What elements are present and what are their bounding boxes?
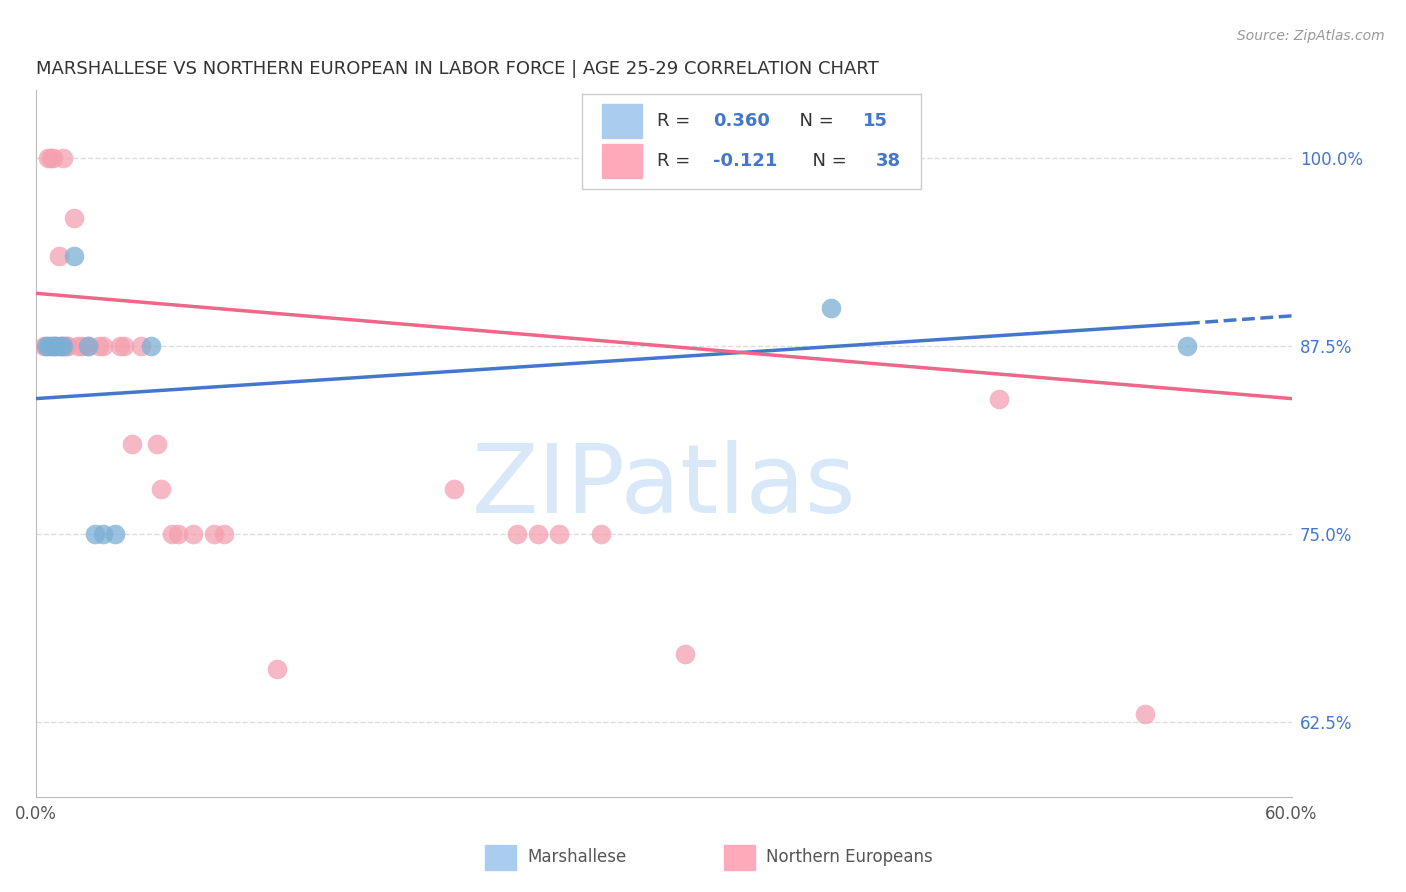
Point xyxy=(104,527,127,541)
Text: -0.121: -0.121 xyxy=(713,152,778,170)
Text: N =: N = xyxy=(800,152,852,170)
Point xyxy=(506,527,529,541)
Point xyxy=(987,392,1010,406)
Text: Marshallese: Marshallese xyxy=(527,848,627,866)
Point xyxy=(35,339,58,353)
Point xyxy=(1133,707,1156,722)
Point xyxy=(820,301,842,316)
Point xyxy=(121,436,143,450)
Point xyxy=(66,339,89,353)
Point xyxy=(443,482,465,496)
Point xyxy=(673,647,696,661)
Point xyxy=(202,527,225,541)
Text: Northern Europeans: Northern Europeans xyxy=(766,848,934,866)
Point xyxy=(160,527,183,541)
Point xyxy=(34,339,56,353)
Text: 0.360: 0.360 xyxy=(713,112,769,129)
Point xyxy=(49,339,72,353)
Point xyxy=(77,339,100,353)
Point xyxy=(52,339,75,353)
Point xyxy=(167,527,190,541)
Point xyxy=(214,527,236,541)
Point xyxy=(83,527,105,541)
Point xyxy=(56,339,79,353)
Text: ZIPatlas: ZIPatlas xyxy=(471,440,856,533)
Point xyxy=(108,339,131,353)
Text: 15: 15 xyxy=(863,112,889,129)
Text: N =: N = xyxy=(787,112,839,129)
Point xyxy=(1175,339,1198,353)
Point xyxy=(129,339,152,353)
Point xyxy=(45,339,67,353)
Point xyxy=(150,482,173,496)
Point xyxy=(139,339,162,353)
Text: Source: ZipAtlas.com: Source: ZipAtlas.com xyxy=(1237,29,1385,43)
Point xyxy=(527,527,550,541)
FancyBboxPatch shape xyxy=(582,94,921,189)
Point xyxy=(39,339,62,353)
Point xyxy=(41,339,63,353)
Point xyxy=(548,527,571,541)
Point xyxy=(37,151,59,165)
Point xyxy=(53,339,76,353)
Point xyxy=(146,436,169,450)
Point xyxy=(77,339,100,353)
Point xyxy=(52,151,75,165)
Point xyxy=(181,527,204,541)
Point xyxy=(91,339,114,353)
FancyBboxPatch shape xyxy=(602,144,643,178)
Point xyxy=(589,527,612,541)
Text: R =: R = xyxy=(658,152,696,170)
Point xyxy=(62,249,84,263)
Point xyxy=(39,151,62,165)
Point xyxy=(49,339,72,353)
FancyBboxPatch shape xyxy=(602,103,643,137)
Point xyxy=(266,662,288,676)
Point xyxy=(62,211,84,226)
Text: 38: 38 xyxy=(876,152,901,170)
Point xyxy=(70,339,93,353)
Point xyxy=(87,339,110,353)
Text: R =: R = xyxy=(658,112,696,129)
Point xyxy=(91,527,114,541)
Point xyxy=(44,339,66,353)
Text: MARSHALLESE VS NORTHERN EUROPEAN IN LABOR FORCE | AGE 25-29 CORRELATION CHART: MARSHALLESE VS NORTHERN EUROPEAN IN LABO… xyxy=(37,60,879,78)
Point xyxy=(44,339,66,353)
Point xyxy=(56,339,79,353)
Point xyxy=(48,249,70,263)
Point xyxy=(112,339,135,353)
Point xyxy=(37,339,59,353)
Point xyxy=(41,151,63,165)
